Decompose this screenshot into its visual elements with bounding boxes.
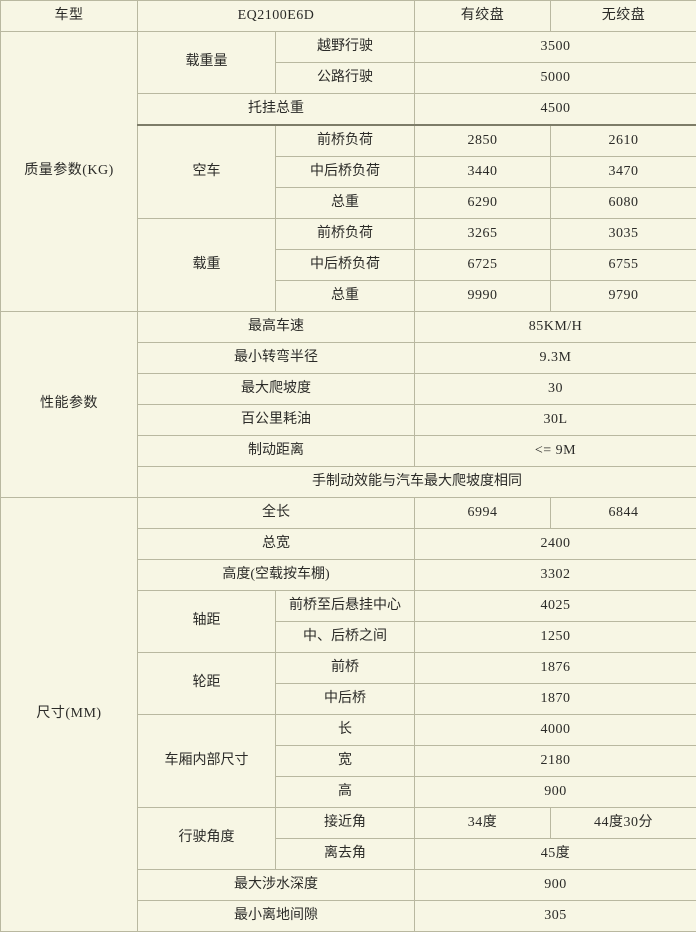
sub-label-front-axle-track: 前桥 (276, 653, 415, 684)
sub-label-departure-angle: 离去角 (276, 839, 415, 870)
group-label-cargo-inner: 车厢内部尺寸 (138, 715, 276, 808)
table-row: 尺寸(MM) 全长 6994 6844 (1, 498, 696, 529)
table-row: 性能参数 最高车速 85KM/H (1, 312, 696, 343)
row-label-max-speed: 最高车速 (138, 312, 415, 343)
header-model: EQ2100E6D (138, 1, 415, 32)
value-highway: 5000 (415, 63, 696, 94)
value-overall-width: 2400 (415, 529, 696, 560)
row-label-height: 高度(空载按车棚) (138, 560, 415, 591)
group-label-drive-angles: 行驶角度 (138, 808, 276, 870)
sub-label-empty-rear-axle: 中后桥负荷 (276, 157, 415, 188)
header-row-label: 车型 (1, 1, 138, 32)
sub-label-front-to-rear-suspension: 前桥至后悬挂中心 (276, 591, 415, 622)
group-label-wheelbase: 轴距 (138, 591, 276, 653)
sub-label-load-gross: 总重 (276, 281, 415, 312)
value-overall-length-winch: 6994 (415, 498, 551, 529)
value-min-turn-radius: 9.3M (415, 343, 696, 374)
value-approach-angle-no-winch: 44度30分 (551, 808, 696, 839)
table-header-row: 车型 EQ2100E6D 有绞盘 无绞盘 (1, 1, 696, 32)
group-label-empty-vehicle: 空车 (138, 125, 276, 219)
group-label-loaded-vehicle: 载重 (138, 219, 276, 312)
value-towing-total: 4500 (415, 94, 696, 126)
value-load-front-axle-no-winch: 3035 (551, 219, 696, 250)
value-front-axle-track: 1876 (415, 653, 696, 684)
group-label-track: 轮距 (138, 653, 276, 715)
value-mid-rear-axle-track: 1870 (415, 684, 696, 715)
sub-label-empty-gross: 总重 (276, 188, 415, 219)
value-load-rear-axle-no-winch: 6755 (551, 250, 696, 281)
value-load-front-axle-winch: 3265 (415, 219, 551, 250)
sub-label-highway: 公路行驶 (276, 63, 415, 94)
value-load-rear-axle-winch: 6725 (415, 250, 551, 281)
value-height: 3302 (415, 560, 696, 591)
sub-label-load-front-axle: 前桥负荷 (276, 219, 415, 250)
row-label-min-turn-radius: 最小转弯半径 (138, 343, 415, 374)
value-empty-rear-axle-winch: 3440 (415, 157, 551, 188)
value-max-wading-depth: 900 (415, 870, 696, 901)
value-load-gross-winch: 9990 (415, 281, 551, 312)
row-label-fuel-consumption: 百公里耗油 (138, 405, 415, 436)
sub-label-cargo-height: 高 (276, 777, 415, 808)
row-label-overall-width: 总宽 (138, 529, 415, 560)
value-front-to-rear-suspension: 4025 (415, 591, 696, 622)
row-label-brake-distance: 制动距离 (138, 436, 415, 467)
header-variant-winch: 有绞盘 (415, 1, 551, 32)
value-offroad: 3500 (415, 32, 696, 63)
section-label-dimensions: 尺寸(MM) (1, 498, 138, 932)
section-label-mass: 质量参数(KG) (1, 32, 138, 312)
value-empty-gross-no-winch: 6080 (551, 188, 696, 219)
sub-label-load-rear-axle: 中后桥负荷 (276, 250, 415, 281)
section-label-performance: 性能参数 (1, 312, 138, 498)
value-between-mid-rear: 1250 (415, 622, 696, 653)
value-min-ground-clearance: 305 (415, 901, 696, 932)
group-label-towing-total: 托挂总重 (138, 94, 415, 126)
value-max-speed: 85KM/H (415, 312, 696, 343)
value-max-gradient: 30 (415, 374, 696, 405)
value-cargo-width: 2180 (415, 746, 696, 777)
value-load-gross-no-winch: 9790 (551, 281, 696, 312)
row-label-overall-length: 全长 (138, 498, 415, 529)
row-label-max-wading-depth: 最大涉水深度 (138, 870, 415, 901)
note-handbrake: 手制动效能与汽车最大爬坡度相同 (138, 467, 696, 498)
sub-label-approach-angle: 接近角 (276, 808, 415, 839)
row-label-min-ground-clearance: 最小离地间隙 (138, 901, 415, 932)
table-row: 质量参数(KG) 载重量 越野行驶 3500 (1, 32, 696, 63)
sub-label-between-mid-rear: 中、后桥之间 (276, 622, 415, 653)
value-brake-distance: <= 9M (415, 436, 696, 467)
group-label-load-capacity: 载重量 (138, 32, 276, 94)
row-label-max-gradient: 最大爬坡度 (138, 374, 415, 405)
value-approach-angle-winch: 34度 (415, 808, 551, 839)
sub-label-offroad: 越野行驶 (276, 32, 415, 63)
value-cargo-height: 900 (415, 777, 696, 808)
sub-label-cargo-width: 宽 (276, 746, 415, 777)
value-empty-rear-axle-no-winch: 3470 (551, 157, 696, 188)
sub-label-mid-rear-axle-track: 中后桥 (276, 684, 415, 715)
value-departure-angle: 45度 (415, 839, 696, 870)
value-empty-front-axle-no-winch: 2610 (551, 125, 696, 157)
sub-label-cargo-length: 长 (276, 715, 415, 746)
value-cargo-length: 4000 (415, 715, 696, 746)
value-empty-gross-winch: 6290 (415, 188, 551, 219)
value-overall-length-no-winch: 6844 (551, 498, 696, 529)
sub-label-empty-front-axle: 前桥负荷 (276, 125, 415, 157)
value-fuel-consumption: 30L (415, 405, 696, 436)
header-variant-no-winch: 无绞盘 (551, 1, 696, 32)
value-empty-front-axle-winch: 2850 (415, 125, 551, 157)
